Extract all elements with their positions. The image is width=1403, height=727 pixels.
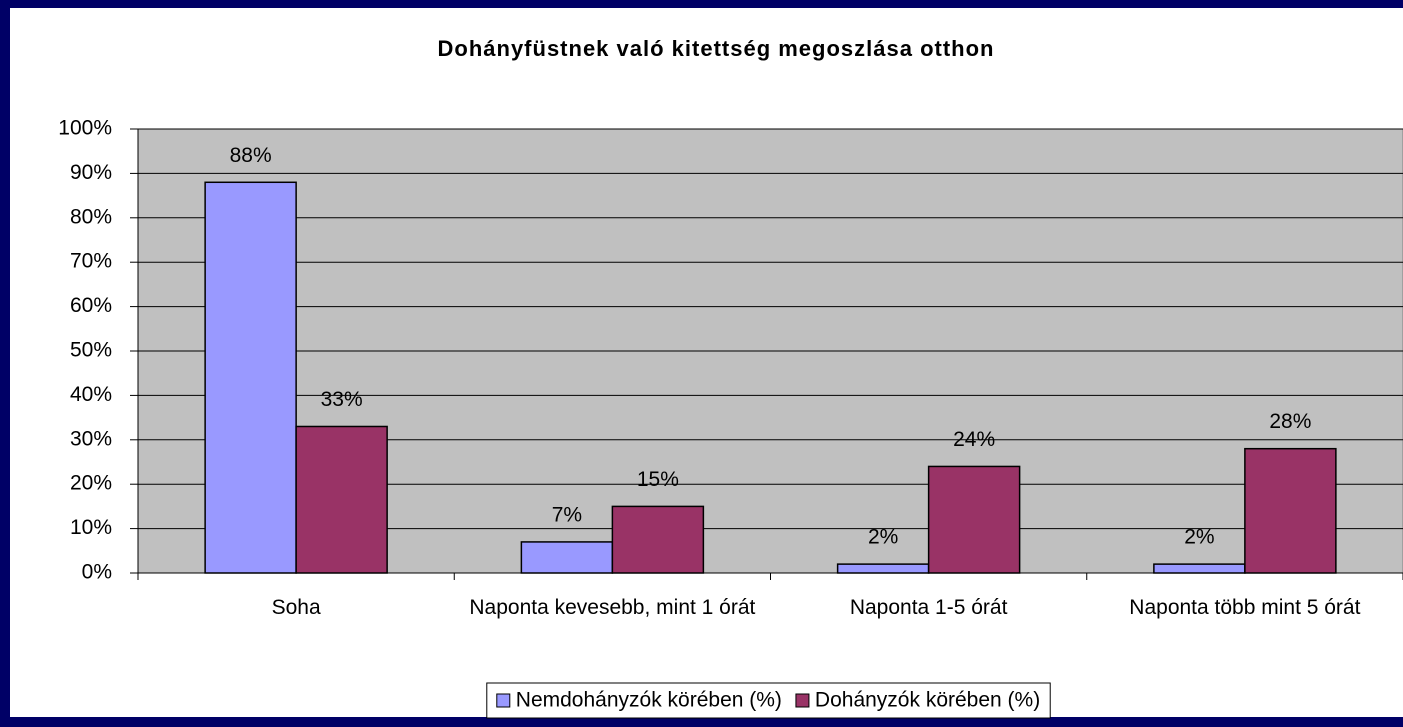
- y-tick-label: 10%: [70, 516, 112, 539]
- y-tick-label: 60%: [70, 294, 112, 317]
- data-label: 15%: [637, 468, 679, 491]
- bar: [927, 465, 1021, 574]
- y-tick-label: 70%: [70, 250, 112, 273]
- legend-label: Nemdohányzók körében (%): [516, 689, 782, 712]
- y-tick-label: 90%: [70, 161, 112, 184]
- data-label: 2%: [1184, 526, 1214, 549]
- x-tick-label: Soha: [271, 596, 321, 619]
- bar: [836, 563, 930, 574]
- data-label: 28%: [1269, 410, 1311, 433]
- y-tick-label: 0%: [82, 561, 112, 584]
- chart-title: Dohányfüstnek való kitettség megoszlása …: [438, 36, 995, 61]
- x-tick-label: Naponta több mint 5 órát: [1129, 596, 1361, 619]
- y-tick-label: 50%: [70, 339, 112, 362]
- legend-box: [486, 682, 1051, 719]
- bar: [1153, 563, 1246, 574]
- data-label: 7%: [552, 503, 582, 526]
- y-tick-label: 20%: [70, 472, 112, 495]
- y-tick-label: 40%: [70, 383, 112, 406]
- data-label: 88%: [230, 144, 272, 167]
- bar: [611, 505, 705, 574]
- y-tick-label: 30%: [70, 427, 112, 450]
- bar: [520, 541, 614, 574]
- data-label: 33%: [321, 388, 363, 411]
- legend-label: Dohányzók körében (%): [815, 689, 1040, 712]
- bar: [204, 181, 297, 574]
- x-tick-label: Naponta kevesebb, mint 1 órát: [469, 596, 756, 619]
- legend-swatch: [795, 693, 810, 708]
- legend: Nemdohányzók körében (%) Dohányzók körébe…: [486, 682, 1051, 719]
- y-tick-label: 80%: [70, 205, 112, 228]
- bar: [295, 425, 388, 574]
- data-label: 24%: [953, 428, 995, 451]
- data-label: 2%: [868, 526, 898, 549]
- y-tick-label: 100%: [58, 117, 112, 140]
- x-tick-label: Naponta 1-5 órát: [849, 596, 1008, 619]
- legend-swatch: [496, 693, 511, 708]
- bar: [1244, 447, 1337, 574]
